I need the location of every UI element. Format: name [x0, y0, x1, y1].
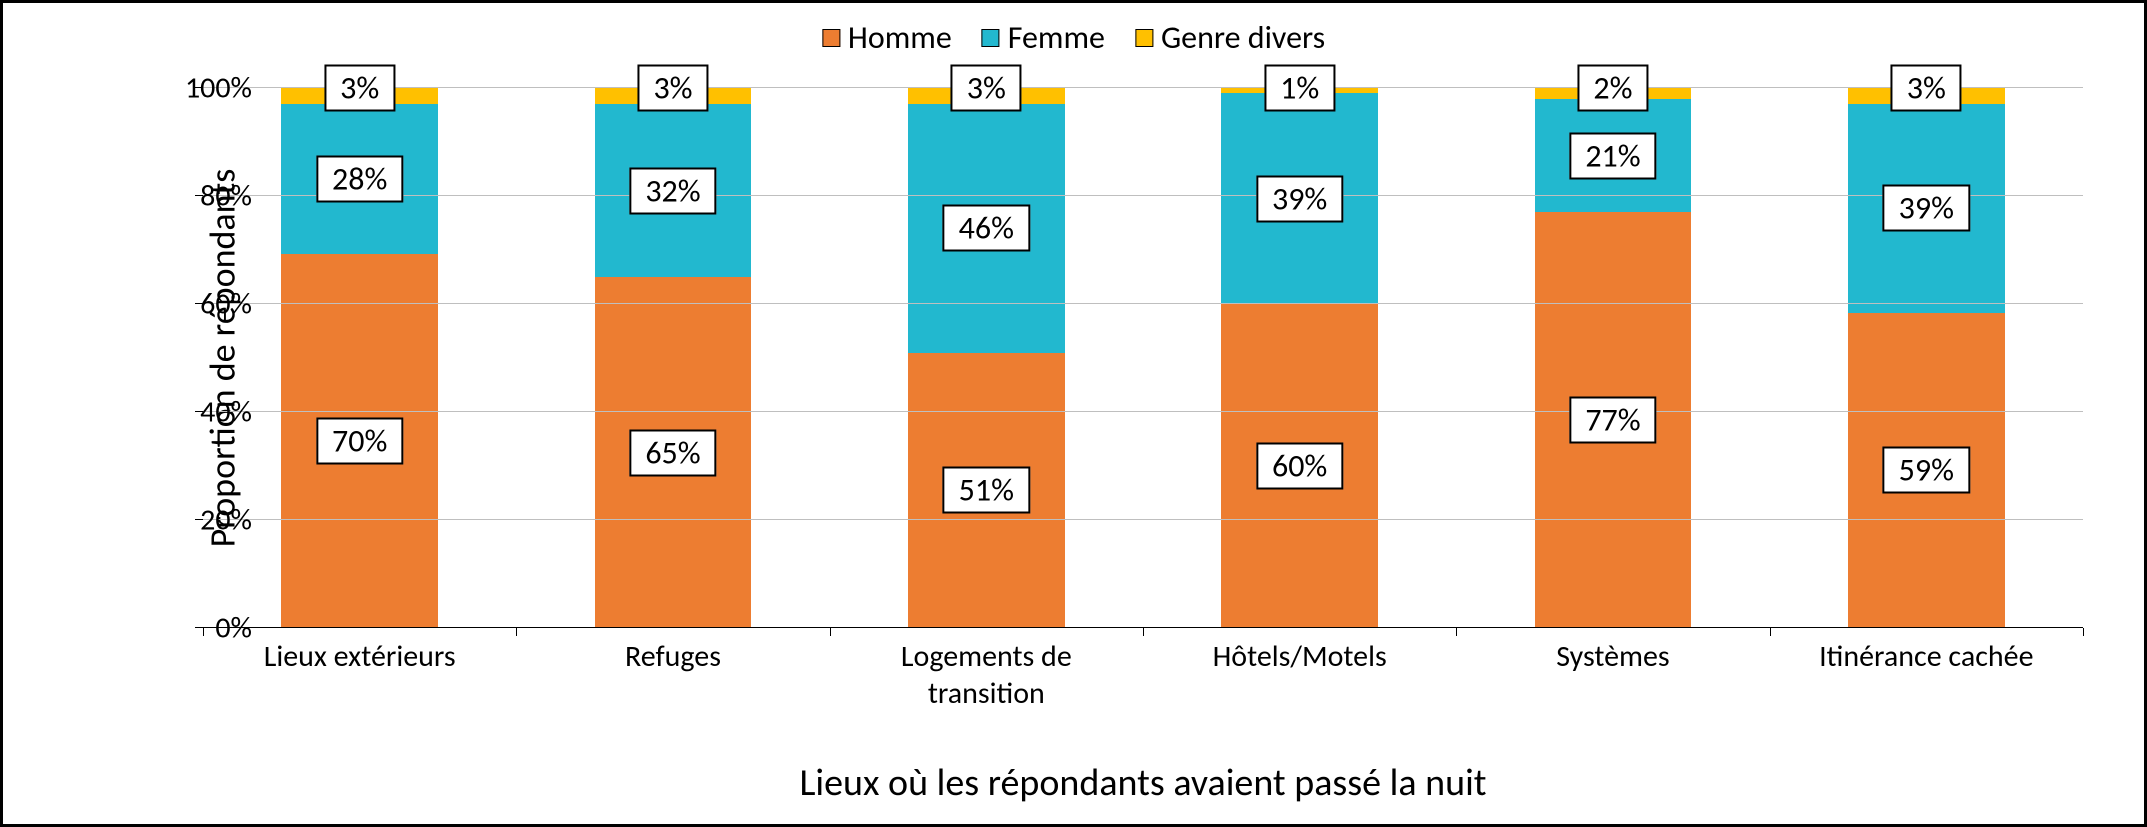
- y-tick-label: 80%: [152, 178, 252, 215]
- legend-swatch-homme: [822, 29, 840, 47]
- category-labels-row: Lieux extérieursRefugesLogements de tran…: [203, 638, 2083, 712]
- data-label-femme: 28%: [316, 155, 403, 202]
- bar-segment-femme: 39%: [1221, 93, 1378, 304]
- data-label-genre-divers: 3%: [637, 65, 708, 112]
- data-label-genre-divers: 1%: [1264, 65, 1335, 112]
- bar-stack: 59% 39% 3%: [1848, 88, 2005, 628]
- bar-segment-genre-divers: 3%: [908, 88, 1065, 104]
- data-label-homme: 60%: [1256, 443, 1343, 490]
- category-label: Systèmes: [1456, 638, 1769, 712]
- chart-container: Homme Femme Genre divers Proportion de r…: [0, 0, 2147, 827]
- data-label-homme: 59%: [1883, 447, 1970, 494]
- bar-segment-genre-divers: 3%: [281, 88, 438, 104]
- category-label: Refuges: [516, 638, 829, 712]
- data-label-femme: 32%: [629, 167, 716, 214]
- x-tick-mark: [1456, 628, 1457, 636]
- bar-group: 77% 21% 2%: [1456, 88, 1769, 628]
- bar-group: 51% 46% 3%: [830, 88, 1143, 628]
- legend: Homme Femme Genre divers: [822, 18, 1325, 57]
- bar-group: 70% 28% 3%: [203, 88, 516, 628]
- data-label-femme: 21%: [1569, 132, 1656, 179]
- bar-segment-genre-divers: 3%: [1848, 88, 2005, 104]
- data-label-genre-divers: 3%: [1891, 65, 1962, 112]
- x-axis-title: Lieux où les répondants avaient passé la…: [203, 760, 2083, 806]
- y-tick-label: 0%: [152, 610, 252, 647]
- category-label: Itinérance cachée: [1770, 638, 2083, 712]
- bar-group: 65% 32% 3%: [516, 88, 829, 628]
- bar-stack: 51% 46% 3%: [908, 88, 1065, 628]
- bar-stack: 70% 28% 3%: [281, 88, 438, 628]
- bar-segment-femme: 46%: [908, 104, 1065, 352]
- legend-label-genre-divers: Genre divers: [1161, 18, 1325, 57]
- legend-item-femme: Femme: [982, 18, 1105, 57]
- data-label-homme: 77%: [1569, 397, 1656, 444]
- data-label-genre-divers: 3%: [324, 64, 395, 111]
- legend-label-homme: Homme: [848, 18, 952, 57]
- bar-segment-femme: 32%: [595, 104, 752, 277]
- plot-area: 70% 28% 3% 65% 32% 3% 51% 46% 3% 60% 39% 1% 77% 21% 2%…: [203, 88, 2083, 628]
- data-label-femme: 39%: [1256, 175, 1343, 222]
- bar-segment-genre-divers: 2%: [1535, 88, 1692, 99]
- legend-label-femme: Femme: [1008, 18, 1105, 57]
- category-label: Logements de transition: [830, 638, 1143, 712]
- grid-line: [203, 303, 2083, 304]
- grid-line: [203, 195, 2083, 196]
- bar-stack: 60% 39% 1%: [1221, 88, 1378, 628]
- y-tick-label: 100%: [152, 70, 252, 107]
- legend-swatch-femme: [982, 29, 1000, 47]
- bar-segment-genre-divers: 1%: [1221, 88, 1378, 93]
- bar-segment-femme: 28%: [281, 104, 438, 254]
- bar-stack: 77% 21% 2%: [1535, 88, 1692, 628]
- data-label-homme: 65%: [629, 429, 716, 476]
- x-tick-mark: [830, 628, 831, 636]
- x-tick-mark: [1770, 628, 1771, 636]
- y-tick-label: 60%: [152, 286, 252, 323]
- x-tick-mark: [516, 628, 517, 636]
- data-label-homme: 70%: [316, 417, 403, 464]
- data-label-genre-divers: 2%: [1577, 65, 1648, 112]
- bar-segment-femme: 39%: [1848, 104, 2005, 313]
- y-tick-label: 20%: [152, 502, 252, 539]
- bar-stack: 65% 32% 3%: [595, 88, 752, 628]
- x-tick-mark: [2083, 628, 2084, 636]
- category-label: Hôtels/Motels: [1143, 638, 1456, 712]
- bar-group: 60% 39% 1%: [1143, 88, 1456, 628]
- data-label-genre-divers: 3%: [951, 65, 1022, 112]
- bar-segment-genre-divers: 3%: [595, 88, 752, 104]
- legend-swatch-genre-divers: [1135, 29, 1153, 47]
- data-label-femme: 39%: [1883, 185, 1970, 232]
- bar-segment-homme: 65%: [595, 277, 752, 628]
- bar-segment-homme: 51%: [908, 353, 1065, 628]
- y-tick-label: 40%: [152, 394, 252, 431]
- data-label-homme: 51%: [943, 467, 1030, 514]
- legend-item-genre-divers: Genre divers: [1135, 18, 1325, 57]
- legend-item-homme: Homme: [822, 18, 952, 57]
- data-label-femme: 46%: [943, 205, 1030, 252]
- category-label: Lieux extérieurs: [203, 638, 516, 712]
- x-tick-mark: [1143, 628, 1144, 636]
- bar-segment-homme: 77%: [1535, 212, 1692, 628]
- bar-segment-homme: 70%: [281, 254, 438, 628]
- grid-line: [203, 411, 2083, 412]
- bar-group: 59% 39% 3%: [1770, 88, 2083, 628]
- bars-region: 70% 28% 3% 65% 32% 3% 51% 46% 3% 60% 39% 1% 77% 21% 2%…: [203, 88, 2083, 628]
- grid-line: [203, 519, 2083, 520]
- bar-segment-homme: 59%: [1848, 313, 2005, 628]
- grid-line: [203, 87, 2083, 88]
- bar-segment-homme: 60%: [1221, 304, 1378, 628]
